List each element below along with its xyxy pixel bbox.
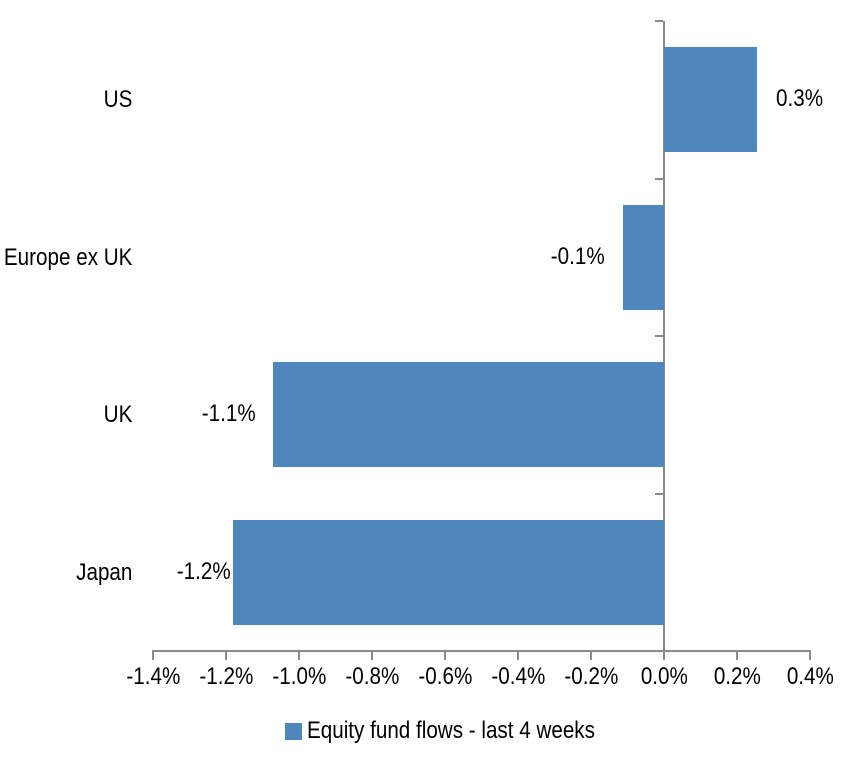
x-axis-tick [736,650,738,660]
bar-us [664,47,757,152]
x-axis-tick-label: -1.4% [93,663,213,694]
category-label-europe-ex-uk: Europe ex UK [0,179,132,337]
category-label-us: US [0,21,132,179]
category-label-text: Japan [75,558,132,586]
x-axis-tick-label: -0.2% [531,663,651,694]
x-axis-tick [809,650,811,660]
category-label-text: UK [103,400,132,428]
x-axis-tick-label: -1.0% [239,663,359,694]
category-label-uk: UK [0,336,132,494]
x-axis-tick-label-text: -0.2% [564,663,618,690]
x-axis-tick-label: 0.2% [677,663,797,694]
x-axis-tick-label: 0.4% [750,663,852,694]
data-label: -1.1% [193,362,256,467]
x-axis-tick [298,650,300,660]
x-axis-tick-label: -0.8% [312,663,432,694]
data-label: -0.1% [542,205,605,310]
x-axis-tick-label: -0.4% [458,663,578,694]
category-axis-tick [655,493,663,495]
category-label-text: US [103,85,132,113]
x-axis-tick [152,650,154,660]
x-axis-tick-label: 0.0% [604,663,724,694]
data-label-text: -0.1% [551,243,605,271]
data-label: 0.3% [776,47,831,152]
x-axis-tick-label: -0.6% [385,663,505,694]
data-label-text: -1.1% [202,400,256,428]
x-axis-tick-label-text: -1.4% [126,663,180,690]
x-axis-tick-label-text: -0.6% [418,663,472,690]
x-axis-line [153,650,811,652]
x-axis-tick [444,650,446,660]
x-axis-tick [371,650,373,660]
x-axis-tick [517,650,519,660]
data-label-text: 0.3% [776,85,824,113]
legend-label: Equity fund flows - last 4 weeks [307,716,595,744]
category-axis-tick [655,178,663,180]
x-axis-tick-label-text: -1.2% [199,663,253,690]
bar-europe-ex-uk [623,205,664,310]
zero-axis-line [663,21,665,658]
category-axis-tick [655,335,663,337]
x-axis-tick-label: -1.2% [166,663,286,694]
x-axis-tick-label-text: -0.4% [491,663,545,690]
x-axis-tick-label-text: 0.2% [713,663,761,690]
x-axis-tick-label-text: 0.4% [786,663,834,690]
x-axis-tick [590,650,592,660]
bar-uk [273,362,664,467]
x-axis-tick-label-text: 0.0% [640,663,688,690]
x-axis-tick-label-text: -1.0% [272,663,326,690]
category-label-japan: Japan [0,494,132,652]
data-label: -1.2% [168,520,231,625]
legend-marker-icon [285,723,302,740]
x-axis-tick [225,650,227,660]
bar-japan [233,520,664,625]
x-axis-tick-label-text: -0.8% [345,663,399,690]
category-axis-tick [655,20,663,22]
category-label-text: Europe ex UK [3,243,132,271]
x-axis-tick [663,650,665,660]
data-label-text: -1.2% [177,558,231,586]
